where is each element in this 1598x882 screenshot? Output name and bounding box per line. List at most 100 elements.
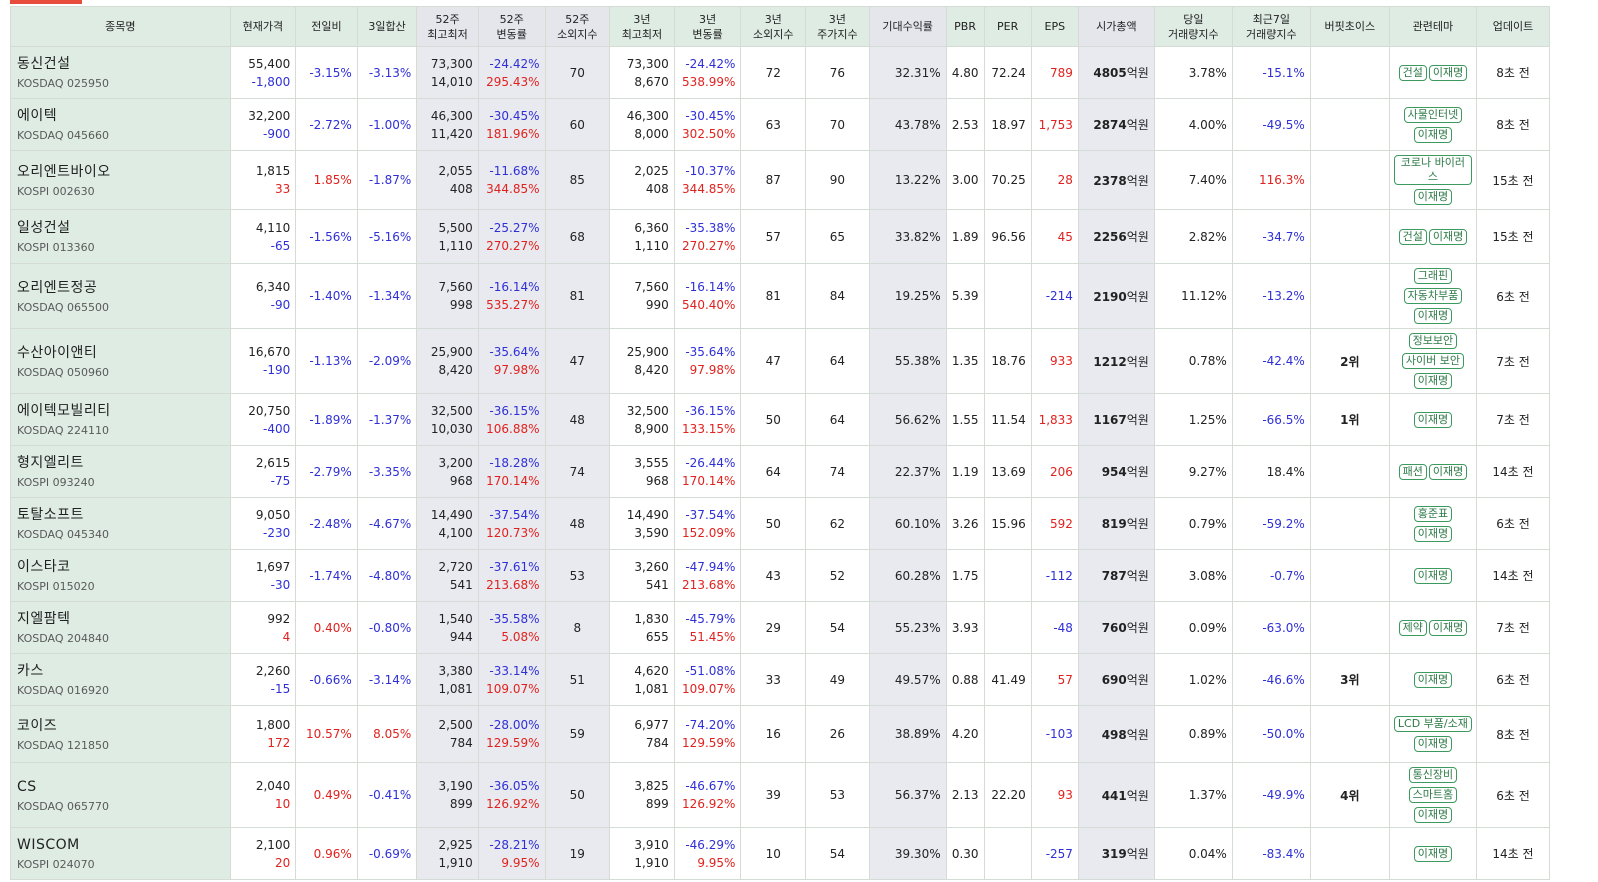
col-header-update[interactable]: 업데이트 bbox=[1476, 6, 1550, 47]
col-header-vol7[interactable]: 최근7일 거래량지수 bbox=[1231, 6, 1311, 47]
theme-tag[interactable]: 사물인터넷 bbox=[1403, 106, 1463, 123]
theme-tag[interactable]: 이재명 bbox=[1413, 525, 1453, 542]
col-header-hl3y[interactable]: 3년 최고최저 bbox=[609, 6, 675, 47]
table-row[interactable]: 카스 KOSDAQ 016920 2,260 -15 -0.66% -3.14% 3,380… bbox=[10, 653, 1550, 706]
table-row[interactable]: 동신건설 KOSDAQ 025950 55,400 -1,800 -3.15% -3.13… bbox=[10, 46, 1550, 99]
theme-tag[interactable]: 스마트홈 bbox=[1408, 787, 1458, 803]
table-row[interactable]: WISCOM KOSPI 024070 2,100 20 0.96% -0.69% 2,92… bbox=[10, 827, 1550, 880]
col-header-eps[interactable]: EPS bbox=[1030, 6, 1079, 47]
table-row[interactable]: 수산아이앤티 KOSDAQ 050960 16,670 -190 -1.13% -2.09… bbox=[10, 328, 1550, 394]
stock-name-cell[interactable]: 지엘팜텍 KOSDAQ 204840 bbox=[10, 601, 231, 654]
col-header-idx52[interactable]: 52주 소외지수 bbox=[544, 6, 611, 47]
col-header-hl52[interactable]: 52주 최고최저 bbox=[416, 6, 479, 47]
theme-tag[interactable]: 코로나 바이러스 bbox=[1393, 155, 1472, 185]
col-header-exp[interactable]: 기대수익률 bbox=[868, 6, 947, 47]
stock-name[interactable]: 에이텍모빌리티 bbox=[17, 403, 111, 419]
col-header-prev[interactable]: 전일비 bbox=[295, 6, 358, 47]
stock-name[interactable]: 이스타코 bbox=[17, 559, 71, 575]
stock-name-cell[interactable]: 에이텍모빌리티 KOSDAQ 224110 bbox=[10, 393, 231, 446]
table-row[interactable]: 이스타코 KOSPI 015020 1,697 -30 -1.74% -4.80% 2,72… bbox=[10, 549, 1550, 602]
theme-tag[interactable]: LCD 부품/소재 bbox=[1393, 716, 1472, 732]
stock-name[interactable]: WISCOM bbox=[17, 837, 80, 853]
chg52-cell: -35.58% 5.08% bbox=[477, 601, 546, 654]
col-header-vol1[interactable]: 당일 거래량지수 bbox=[1153, 6, 1233, 47]
stock-name-cell[interactable]: 토탈소프트 KOSDAQ 045340 bbox=[10, 497, 231, 550]
col-header-pbr[interactable]: PBR bbox=[945, 6, 985, 47]
hl3y-cell: 3,825 899 bbox=[609, 762, 675, 828]
table-row[interactable]: 오리엔트정공 KOSDAQ 065500 6,340 -90 -1.40% -1.34% 7… bbox=[10, 263, 1550, 329]
table-row[interactable]: 에이텍모빌리티 KOSDAQ 224110 20,750 -400 -1.89% -1.3… bbox=[10, 393, 1550, 446]
theme-tag[interactable]: 제약 bbox=[1398, 619, 1427, 636]
theme-tag[interactable]: 이재명 bbox=[1413, 567, 1453, 584]
chg3y-from-high: -35.38% bbox=[685, 220, 736, 235]
stock-name[interactable]: 카스 bbox=[17, 663, 44, 679]
stock-name-cell[interactable]: 형지엘리트 KOSPI 093240 bbox=[10, 445, 231, 498]
stock-name[interactable]: 동신건설 bbox=[17, 56, 71, 72]
stock-name[interactable]: 토탈소프트 bbox=[17, 507, 84, 523]
theme-tag[interactable]: 이재명 bbox=[1413, 373, 1453, 389]
col-header-price[interactable]: 현재가격 bbox=[229, 6, 297, 47]
theme-tag[interactable]: 이재명 bbox=[1413, 736, 1453, 752]
theme-tag[interactable]: 이재명 bbox=[1413, 671, 1453, 688]
col-header-name[interactable]: 종목명 bbox=[10, 6, 231, 47]
theme-tag[interactable]: 이재명 bbox=[1413, 807, 1453, 823]
col-header-pidx3y[interactable]: 3년 주가지수 bbox=[805, 6, 870, 47]
theme-tag[interactable]: 이재명 bbox=[1428, 619, 1468, 636]
col-header-cap[interactable]: 시가총액 bbox=[1077, 6, 1155, 47]
stock-name-cell[interactable]: WISCOM KOSPI 024070 bbox=[10, 827, 231, 880]
market-cap-cell: 2190억원 bbox=[1077, 263, 1155, 329]
theme-tag[interactable]: 이재명 bbox=[1413, 126, 1453, 143]
stock-name-cell[interactable]: 에이텍 KOSDAQ 045660 bbox=[10, 98, 231, 151]
table-row[interactable]: 오리엔트바이오 KOSPI 002630 1,815 33 1.85% -1.87% 2,0… bbox=[10, 150, 1550, 210]
col-header-chg52[interactable]: 52주 변동률 bbox=[477, 6, 546, 47]
buffett-rank bbox=[1309, 46, 1390, 99]
theme-tag[interactable]: 건설 bbox=[1398, 64, 1427, 81]
table-row[interactable]: 에이텍 KOSDAQ 045660 32,200 -900 -2.72% -1.00% 46… bbox=[10, 98, 1550, 151]
stock-name-cell[interactable]: 동신건설 KOSDAQ 025950 bbox=[10, 46, 231, 99]
theme-tag[interactable]: 이재명 bbox=[1428, 463, 1468, 480]
table-row[interactable]: 토탈소프트 KOSDAQ 045340 9,050 -230 -2.48% -4.67% 1… bbox=[10, 497, 1550, 550]
stock-name-cell[interactable]: 수산아이앤티 KOSDAQ 050960 bbox=[10, 328, 231, 394]
stock-name-cell[interactable]: 일성건설 KOSPI 013360 bbox=[10, 209, 231, 264]
table-row[interactable]: 형지엘리트 KOSPI 093240 2,615 -75 -2.79% -3.35% 3,2… bbox=[10, 445, 1550, 498]
col-header-theme[interactable]: 관련테마 bbox=[1388, 6, 1478, 47]
table-row[interactable]: CS KOSDAQ 065770 2,040 10 0.49% -0.41% 3,190 89… bbox=[10, 762, 1550, 828]
stock-name-cell[interactable]: 코이즈 KOSDAQ 121850 bbox=[10, 705, 231, 763]
stock-name[interactable]: 지엘팜텍 bbox=[17, 611, 71, 627]
theme-tag[interactable]: 그래핀 bbox=[1413, 268, 1453, 284]
stock-name-cell[interactable]: 오리엔트바이오 KOSPI 002630 bbox=[10, 150, 231, 210]
theme-tag[interactable]: 홍준표 bbox=[1413, 505, 1453, 522]
col-header-buffett[interactable]: 버핏초이스 bbox=[1309, 6, 1390, 47]
stock-name-cell[interactable]: 오리엔트정공 KOSDAQ 065500 bbox=[10, 263, 231, 329]
stock-name-cell[interactable]: 이스타코 KOSPI 015020 bbox=[10, 549, 231, 602]
theme-tag[interactable]: 이재명 bbox=[1428, 64, 1468, 81]
table-row[interactable]: 지엘팜텍 KOSDAQ 204840 992 4 0.40% -0.80% 1,540 944… bbox=[10, 601, 1550, 654]
table-row[interactable]: 코이즈 KOSDAQ 121850 1,800 172 10.57% 8.05% 2,500… bbox=[10, 705, 1550, 763]
stock-name[interactable]: 코이즈 bbox=[17, 717, 58, 734]
theme-tag[interactable]: 통신장비 bbox=[1408, 767, 1458, 783]
stock-name[interactable]: CS bbox=[17, 778, 37, 795]
stock-name[interactable]: 오리엔트정공 bbox=[17, 279, 98, 296]
theme-tag[interactable]: 이재명 bbox=[1413, 411, 1453, 428]
table-row[interactable]: 일성건설 KOSPI 013360 4,110 -65 -1.56% -5.16% 5,50… bbox=[10, 209, 1550, 264]
theme-tag[interactable]: 이재명 bbox=[1413, 189, 1453, 205]
stock-name[interactable]: 형지엘리트 bbox=[17, 455, 84, 471]
theme-tag[interactable]: 정보보안 bbox=[1408, 333, 1458, 349]
theme-tag[interactable]: 패션 bbox=[1398, 463, 1427, 480]
stock-name[interactable]: 에이텍 bbox=[17, 108, 58, 124]
stock-name-cell[interactable]: 카스 KOSDAQ 016920 bbox=[10, 653, 231, 706]
col-header-idx3y[interactable]: 3년 소외지수 bbox=[740, 6, 807, 47]
stock-name[interactable]: 일성건설 bbox=[17, 220, 71, 236]
theme-tag[interactable]: 이재명 bbox=[1428, 228, 1468, 245]
col-header-chg3y[interactable]: 3년 변동률 bbox=[673, 6, 742, 47]
stock-name-cell[interactable]: CS KOSDAQ 065770 bbox=[10, 762, 231, 828]
theme-tag[interactable]: 자동차부품 bbox=[1403, 288, 1463, 304]
stock-name[interactable]: 오리엔트바이오 bbox=[17, 163, 111, 180]
stock-name[interactable]: 수산아이앤티 bbox=[17, 344, 98, 361]
theme-tag[interactable]: 사이버 보안 bbox=[1401, 353, 1464, 369]
col-header-sum3[interactable]: 3일합산 bbox=[356, 6, 418, 47]
col-header-per[interactable]: PER bbox=[983, 6, 1032, 47]
theme-tag[interactable]: 이재명 bbox=[1413, 308, 1453, 324]
theme-tag[interactable]: 건설 bbox=[1398, 228, 1427, 245]
theme-tag[interactable]: 이재명 bbox=[1413, 845, 1453, 862]
